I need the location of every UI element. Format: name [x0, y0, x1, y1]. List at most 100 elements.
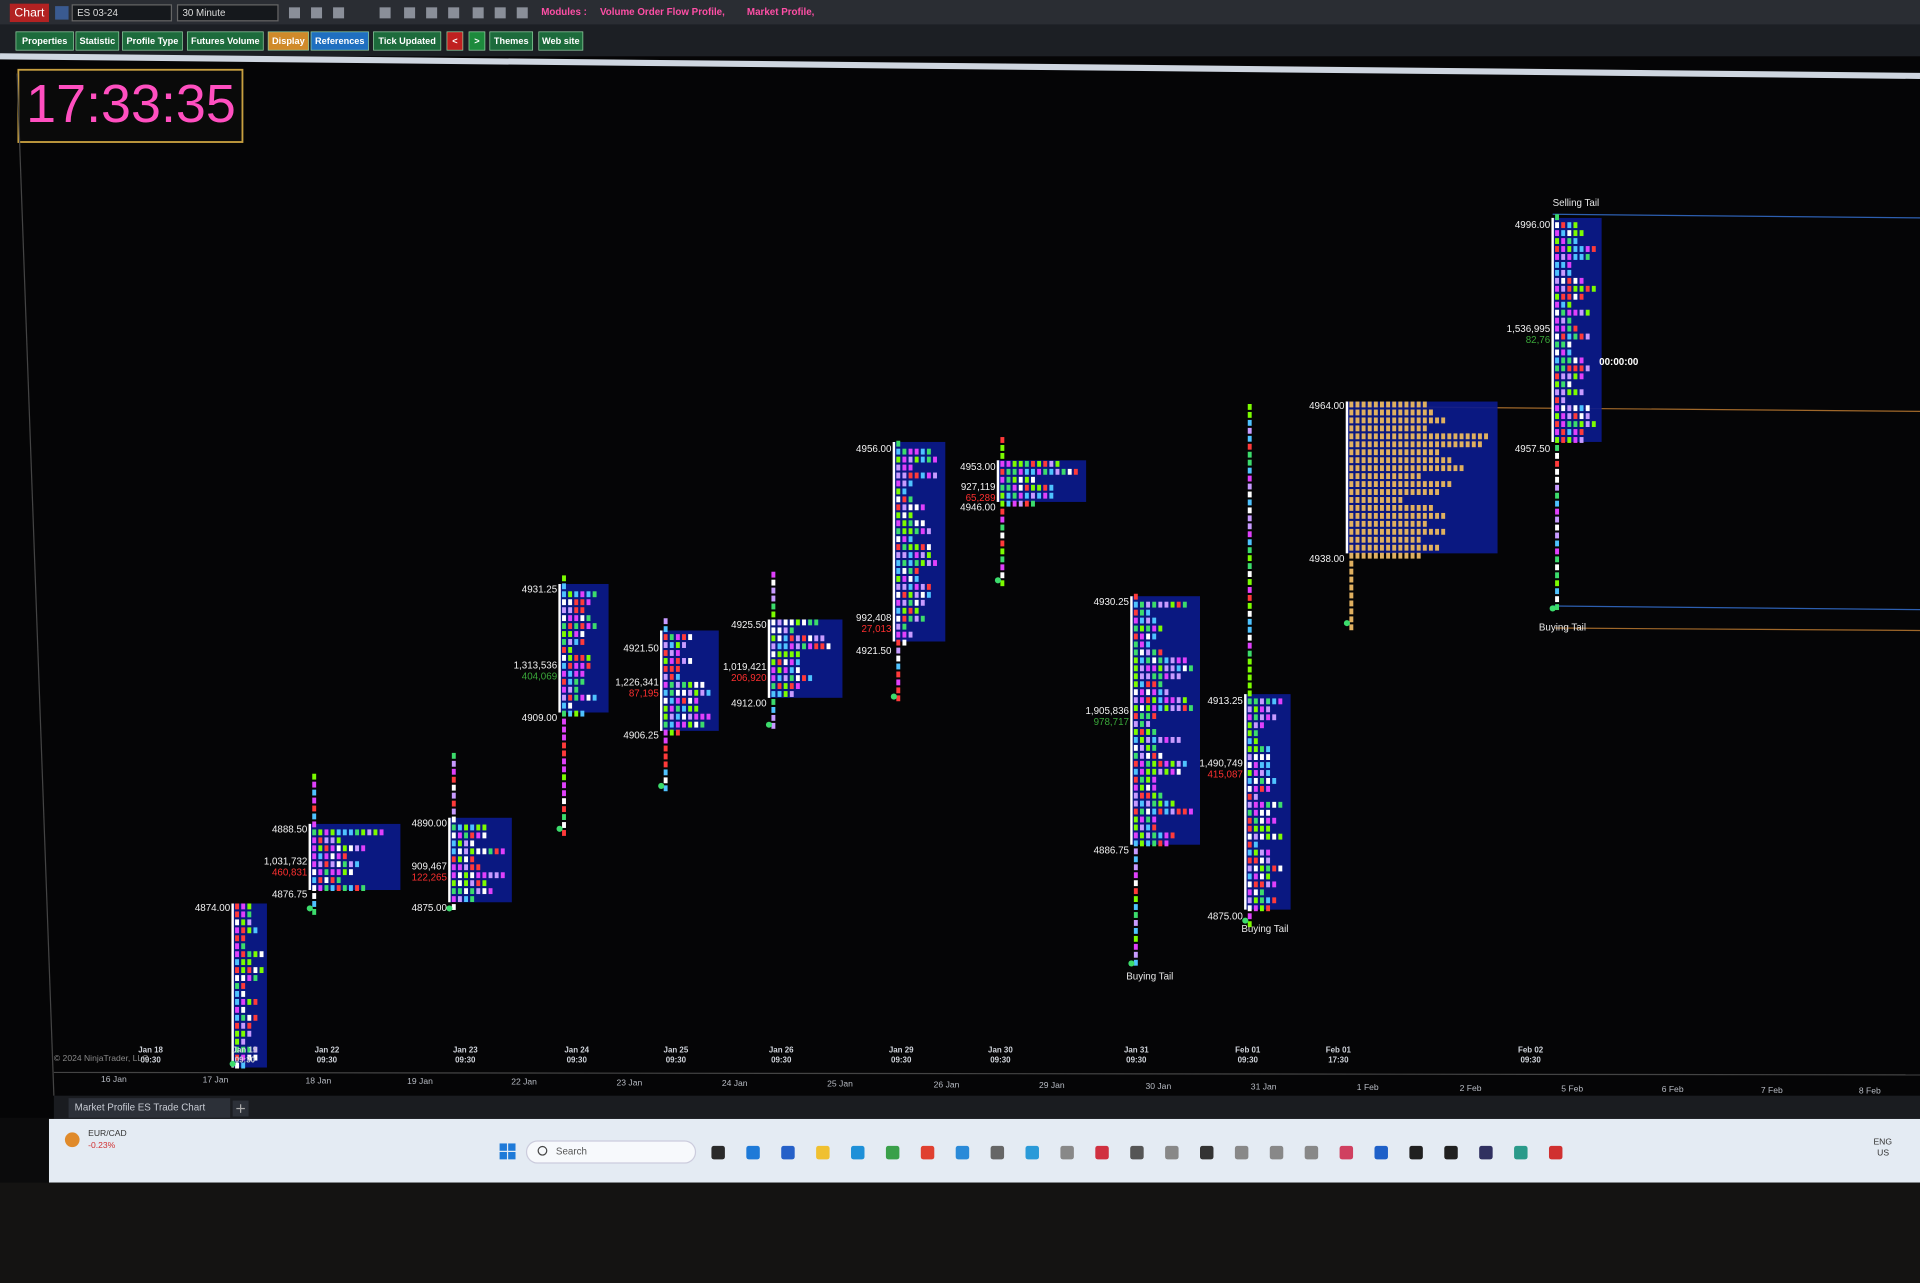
tpo — [1422, 449, 1427, 456]
tpo — [464, 848, 468, 855]
tpo — [1410, 409, 1415, 416]
tpo — [1247, 658, 1252, 665]
tpo — [669, 697, 674, 704]
toolbar-button[interactable] — [15, 31, 74, 51]
tpo — [1373, 536, 1378, 543]
app-icon[interactable] — [1339, 1145, 1354, 1160]
tpo — [1386, 417, 1391, 424]
tpo — [771, 722, 776, 729]
app-icon[interactable] — [1165, 1145, 1179, 1160]
icon[interactable] — [55, 6, 69, 20]
tpo — [1355, 489, 1360, 495]
tpo — [1349, 560, 1354, 567]
toolbar-button[interactable] — [122, 31, 183, 51]
tpo — [669, 658, 674, 664]
tpo — [694, 689, 699, 696]
chart-tab[interactable] — [9, 3, 49, 23]
instrument-select[interactable] — [71, 4, 173, 22]
toolbar-button[interactable] — [186, 31, 264, 51]
app-icon[interactable] — [1234, 1145, 1249, 1160]
interval-select[interactable] — [176, 4, 279, 22]
toolbar-button[interactable] — [446, 31, 464, 51]
toolbar-button[interactable] — [310, 31, 369, 51]
tpo — [914, 520, 919, 527]
search-box[interactable] — [525, 1140, 697, 1164]
tpo — [1152, 689, 1157, 696]
app-icon[interactable] — [851, 1145, 865, 1160]
app-icon[interactable] — [955, 1145, 970, 1160]
tpo — [241, 943, 246, 950]
toolbar-button[interactable] — [468, 31, 486, 51]
toolbar-button-label: Properties — [22, 36, 67, 46]
tpo — [688, 689, 693, 696]
tpo — [568, 686, 573, 693]
tpo — [1477, 441, 1482, 448]
tpo — [1260, 714, 1264, 721]
tpo — [1585, 413, 1590, 420]
app-icon[interactable] — [1479, 1145, 1493, 1160]
app-icon[interactable] — [1200, 1145, 1214, 1160]
module[interactable]: Market Profile, — [747, 7, 815, 18]
tpo — [1567, 317, 1572, 324]
toolbar-button[interactable] — [267, 31, 309, 51]
app-icon[interactable] — [1130, 1145, 1144, 1160]
app-icon[interactable] — [1304, 1145, 1319, 1160]
tpo — [1006, 484, 1011, 491]
tpo — [1253, 849, 1258, 856]
tpo — [688, 634, 693, 641]
tpo — [1567, 325, 1572, 332]
tpo — [1266, 706, 1271, 713]
tpo — [777, 683, 782, 690]
app-icon[interactable] — [1409, 1145, 1423, 1160]
tpo — [1410, 536, 1415, 543]
tpo — [902, 520, 907, 527]
start-button[interactable] — [499, 1143, 516, 1160]
tpo — [1006, 460, 1011, 467]
tpo — [1260, 778, 1264, 784]
app-icon[interactable] — [711, 1145, 725, 1160]
app-icon[interactable] — [1025, 1145, 1039, 1160]
tpo — [1164, 705, 1169, 712]
tpo — [476, 824, 481, 831]
tpo — [1567, 254, 1572, 260]
tpo — [1386, 481, 1391, 488]
tpo — [663, 777, 668, 784]
tpo — [1573, 277, 1578, 284]
app-icon[interactable] — [1514, 1145, 1528, 1160]
tpo — [896, 639, 901, 646]
toolbar-button[interactable] — [489, 31, 534, 51]
tpo — [902, 480, 907, 487]
menu-bar — [0, 0, 1920, 25]
tpo — [914, 544, 919, 551]
app-icon[interactable] — [1269, 1145, 1284, 1160]
tpo — [1561, 349, 1566, 356]
tpo — [1567, 413, 1572, 420]
tpo — [580, 670, 585, 677]
toolbar-button[interactable] — [75, 31, 120, 51]
app-icon[interactable] — [1060, 1145, 1074, 1160]
tpo — [669, 681, 674, 688]
app-icon[interactable] — [816, 1145, 830, 1160]
app-icon[interactable] — [1374, 1145, 1388, 1160]
delta-label: 82,76 — [1526, 335, 1551, 346]
tpo — [1133, 697, 1138, 704]
module[interactable]: Volume Order Flow Profile, — [600, 7, 725, 18]
tpo — [470, 832, 475, 839]
app-icon[interactable] — [746, 1145, 760, 1160]
tpo — [247, 903, 252, 910]
tpo — [1380, 409, 1384, 416]
tpo — [1380, 512, 1384, 519]
tpo — [1152, 729, 1157, 735]
toolbar-button[interactable] — [538, 31, 584, 51]
tpo — [241, 1014, 246, 1021]
app-icon[interactable] — [781, 1145, 795, 1160]
app-icon[interactable] — [920, 1145, 935, 1160]
tab[interactable] — [68, 1098, 231, 1118]
app-icon[interactable] — [885, 1145, 900, 1160]
toolbar-button[interactable] — [373, 31, 442, 51]
tpo — [562, 694, 566, 701]
app-icon[interactable] — [1548, 1145, 1563, 1160]
app-icon[interactable] — [1095, 1145, 1109, 1160]
app-icon[interactable] — [990, 1145, 1005, 1160]
app-icon[interactable] — [1444, 1145, 1458, 1160]
